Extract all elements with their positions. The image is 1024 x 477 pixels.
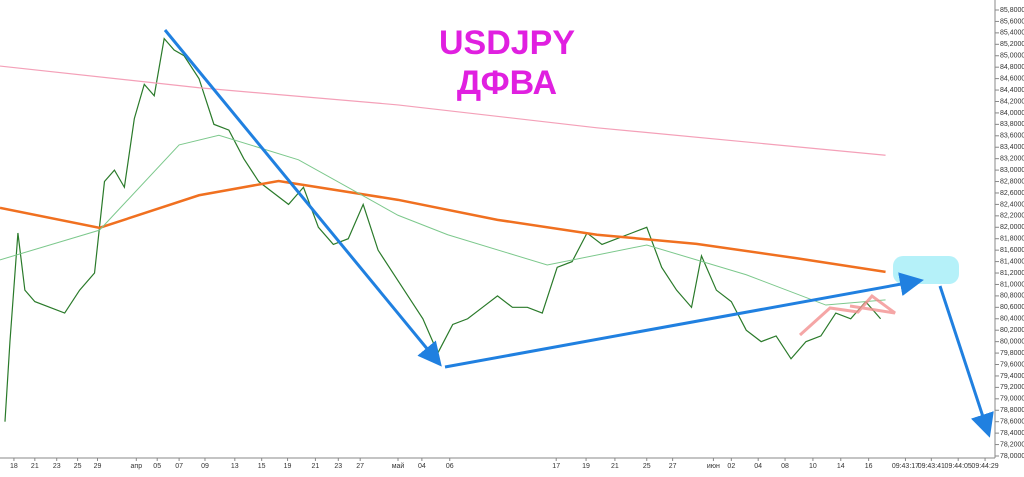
arrow [938, 285, 994, 438]
y-tick-label: 84,0000 [1000, 110, 1024, 117]
y-tick-label: 81,8000 [1000, 236, 1024, 243]
x-tick-label: июн [707, 463, 720, 470]
x-tick-label: 25 [74, 463, 82, 470]
y-tick-label: 83,4000 [1000, 144, 1024, 151]
arrow [444, 272, 924, 369]
y-tick-label: 81,4000 [1000, 258, 1024, 265]
y-tick-label: 82,2000 [1000, 213, 1024, 220]
y-tick-label: 84,6000 [1000, 75, 1024, 82]
x-tick-label: 18 [10, 463, 18, 470]
x-tick-label: 21 [31, 463, 39, 470]
y-tick-label: 85,0000 [1000, 53, 1024, 60]
y-tick-label: 84,8000 [1000, 64, 1024, 71]
plot [0, 37, 886, 422]
y-tick-label: 78,8000 [1000, 407, 1024, 414]
y-tick-label: 82,4000 [1000, 201, 1024, 208]
chart-title: USDJPY [439, 24, 575, 62]
y-tick-label: 78,6000 [1000, 419, 1024, 426]
x-tick-label: 23 [53, 463, 61, 470]
y-tick-label: 85,4000 [1000, 30, 1024, 37]
y-tick-label: 85,2000 [1000, 41, 1024, 48]
y-tick-label: 81,6000 [1000, 247, 1024, 254]
x-tick-label: 14 [837, 463, 845, 470]
y-tick-label: 78,2000 [1000, 441, 1024, 448]
x-tick-label: 09:44:29 [971, 463, 998, 470]
x-tick-label: апр [131, 463, 143, 470]
y-tick-label: 79,4000 [1000, 373, 1024, 380]
x-tick-label: 05 [153, 463, 161, 470]
x-tick-label: май [392, 462, 405, 470]
y-tick-label: 80,6000 [1000, 304, 1024, 311]
x-tick-label: 08 [781, 463, 789, 470]
y-tick-label: 79,6000 [1000, 361, 1024, 368]
arrows [163, 29, 994, 438]
y-tick-label: 79,2000 [1000, 384, 1024, 391]
x-tick-label: 09 [201, 463, 209, 470]
y-tick-label: 80,4000 [1000, 316, 1024, 323]
x-tick-label: 27 [356, 463, 364, 470]
series-line [0, 179, 886, 274]
x-tick-label: 04 [754, 463, 762, 470]
x-tick-label: 21 [611, 463, 619, 470]
x-tick-label: 15 [258, 463, 266, 470]
y-tick-label: 80,2000 [1000, 327, 1024, 334]
arrow [163, 29, 442, 367]
series-line [0, 134, 886, 306]
y-tick-label: 85,6000 [1000, 18, 1024, 25]
x-tick-label: 19 [582, 463, 590, 470]
y-tick-label: 80,8000 [1000, 293, 1024, 300]
y-tick-label: 81,0000 [1000, 281, 1024, 288]
chart-subtitle: ДФВА [457, 64, 557, 102]
x-tick-label: 19 [284, 463, 292, 470]
series-line [4, 37, 882, 422]
pattern [798, 293, 896, 337]
y-tick-label: 80,0000 [1000, 338, 1024, 345]
y-tick-label: 78,0000 [1000, 453, 1024, 460]
y-tick-label: 79,0000 [1000, 396, 1024, 403]
x-tick-label: 27 [669, 463, 677, 470]
y-tick-label: 85,8000 [1000, 7, 1024, 14]
x-tick-label: 17 [552, 463, 560, 470]
y-tick-label: 83,2000 [1000, 156, 1024, 163]
y-tick-label: 79,8000 [1000, 350, 1024, 357]
y-tick-label: 84,4000 [1000, 87, 1024, 94]
y-tick-label: 82,0000 [1000, 224, 1024, 231]
x-tick-label: 25 [643, 463, 651, 470]
x-tick-label: 29 [94, 463, 102, 470]
y-tick-label: 84,2000 [1000, 98, 1024, 105]
x-tick-label: 07 [175, 463, 183, 470]
y-tick-label: 82,8000 [1000, 178, 1024, 185]
x-tick-label: 06 [446, 463, 454, 470]
target-zone [893, 256, 959, 284]
x-tick-label: 02 [727, 463, 735, 470]
y-tick-label: 83,6000 [1000, 133, 1024, 140]
x-tick-label: 21 [312, 463, 320, 470]
x-tick-label: 10 [809, 463, 817, 470]
x-tick-label: 23 [334, 463, 342, 470]
x-tick-label: 09:43:41 [918, 463, 945, 470]
y-tick-label: 83,0000 [1000, 167, 1024, 174]
y-tick-label: 82,6000 [1000, 190, 1024, 197]
x-tick-label: 04 [418, 463, 426, 470]
y-tick-label: 78,4000 [1000, 430, 1024, 437]
x-tick-label: 09:43:17 [892, 463, 919, 470]
y-tick-label: 83,8000 [1000, 121, 1024, 128]
y-tick-label: 81,2000 [1000, 270, 1024, 277]
x-tick-label: 16 [865, 463, 873, 470]
series-line [0, 65, 886, 156]
x-tick-label: 09:44:05 [945, 463, 972, 470]
x-tick-label: 13 [231, 463, 239, 470]
